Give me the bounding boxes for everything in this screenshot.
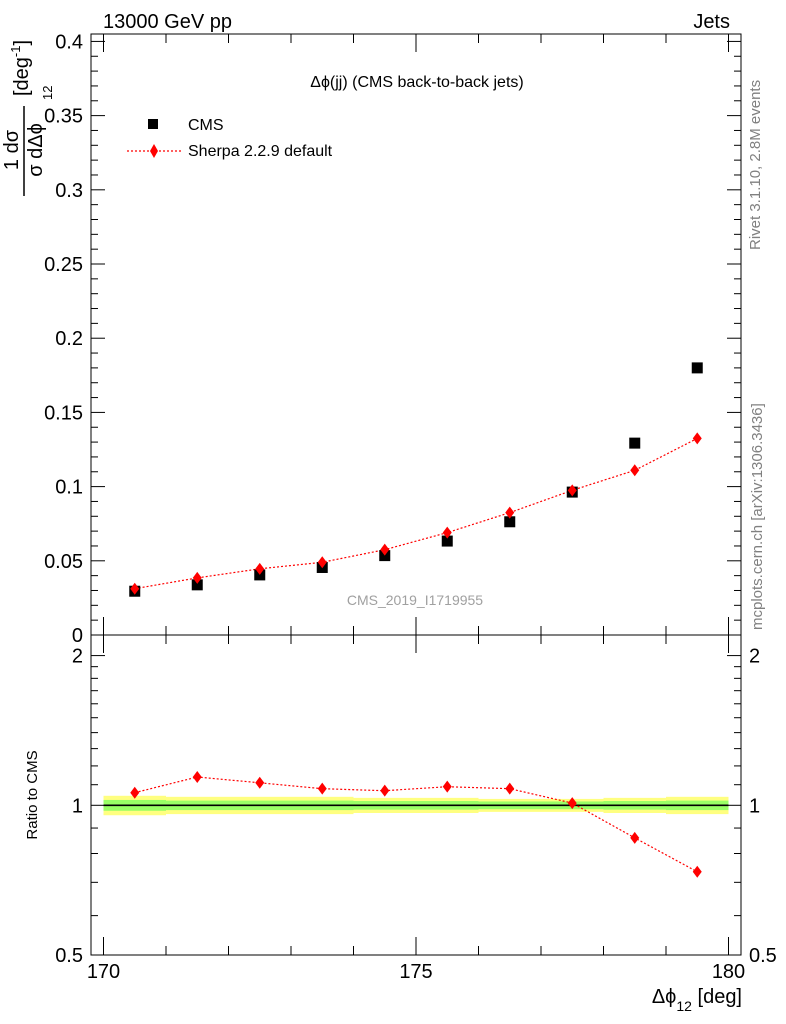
sherpa-ratio-point — [567, 797, 577, 810]
analysis-watermark: CMS_2019_I1719955 — [347, 592, 483, 608]
ratio-y-tick-label-right: 1 — [749, 795, 760, 817]
y-label-unit: [deg-1] — [8, 40, 33, 96]
ratio-plot-frame — [90, 634, 742, 956]
sherpa-ratio-point — [692, 865, 702, 878]
y-label-frac-bottom: σ dΔϕ — [25, 123, 47, 177]
main-y-tick-label: 0.35 — [44, 106, 83, 128]
legend-cms-marker — [148, 119, 158, 129]
header-left: 13000 GeV pp — [103, 11, 232, 33]
ratio-y-tick-label: 0.5 — [55, 945, 83, 967]
sherpa-ratio-point — [255, 776, 265, 789]
sherpa-point — [630, 464, 640, 477]
rivet-label: Rivet 3.1.10, 2.8M events — [747, 80, 764, 250]
sherpa-ratio-point — [317, 782, 327, 795]
main-y-tick-label: 0.1 — [55, 477, 83, 499]
main-y-axis-label: 1 dσ σ dΔϕ 12 [deg-1] — [1, 40, 55, 196]
mcplots-label: mcplots.cern.ch [arXiv:1306.3436] — [749, 403, 766, 630]
x-tick-label: 170 — [87, 961, 120, 983]
main-y-tick-label: 0.15 — [44, 402, 83, 424]
sherpa-point — [505, 506, 515, 519]
ratio-y-tick-label-right: 2 — [749, 646, 760, 668]
main-y-tick-label: 0.4 — [55, 31, 83, 53]
sherpa-point — [442, 526, 452, 539]
ratio-uncertainty-band — [103, 795, 729, 816]
sherpa-ratio-point — [442, 780, 452, 793]
sherpa-point — [255, 562, 265, 575]
sherpa-ratio-point — [130, 786, 140, 799]
cms-data-point — [629, 437, 641, 449]
main-y-tick-label: 0.3 — [55, 180, 83, 202]
main-y-tick-label: 0.2 — [55, 328, 83, 350]
sherpa-point — [567, 484, 577, 497]
legend-sherpa-label: Sherpa 2.2.9 default — [188, 143, 333, 160]
main-y-tick-label: 0 — [72, 625, 83, 647]
sherpa-ratio-point — [192, 770, 202, 783]
sherpa-ratio-point — [505, 782, 515, 795]
plot-title: Δϕ(jj) (CMS back-to-back jets) — [310, 74, 523, 91]
main-plot-marks — [129, 362, 703, 597]
sherpa-ratio-line — [134, 776, 698, 873]
sherpa-point — [380, 543, 390, 556]
cms-data-point — [504, 516, 516, 528]
x-axis-label: Δϕ12 [deg] — [652, 986, 742, 1014]
main-y-tick-label: 0.05 — [44, 551, 83, 573]
sherpa-point — [192, 571, 202, 584]
y-label-frac-top: 1 dσ — [1, 129, 23, 170]
sherpa-line — [134, 437, 698, 590]
cms-data-point — [691, 362, 703, 374]
ratio-y-axis-label: Ratio to CMS — [24, 750, 41, 839]
main-axes: 0 0.05 0.1 0.15 0.2 0.25 0.3 0.35 0.4 — [44, 31, 741, 647]
sherpa-point — [692, 432, 702, 445]
header-right: Jets — [693, 11, 730, 33]
cms-data-point — [254, 569, 266, 581]
ratio-y-tick-label: 2 — [72, 646, 83, 668]
x-tick-label: 180 — [712, 961, 745, 983]
sherpa-point — [130, 582, 140, 595]
ratio-plot-marks — [130, 770, 702, 878]
sherpa-point — [317, 556, 327, 569]
x-tick-label: 175 — [399, 961, 432, 983]
sherpa-ratio-point — [380, 784, 390, 797]
ratio-y-tick-label-right: 0.5 — [749, 945, 777, 967]
main-y-tick-label: 0.25 — [44, 254, 83, 276]
cms-data-point — [191, 579, 203, 591]
y-label-frac-sub: 12 — [40, 86, 55, 100]
cms-data-point — [441, 535, 453, 547]
legend-sherpa-marker — [150, 144, 158, 158]
legend-cms-label: CMS — [188, 117, 224, 134]
ratio-y-tick-label: 1 — [72, 795, 83, 817]
sherpa-ratio-point — [630, 831, 640, 844]
legend: CMS Sherpa 2.2.9 default — [127, 117, 333, 160]
